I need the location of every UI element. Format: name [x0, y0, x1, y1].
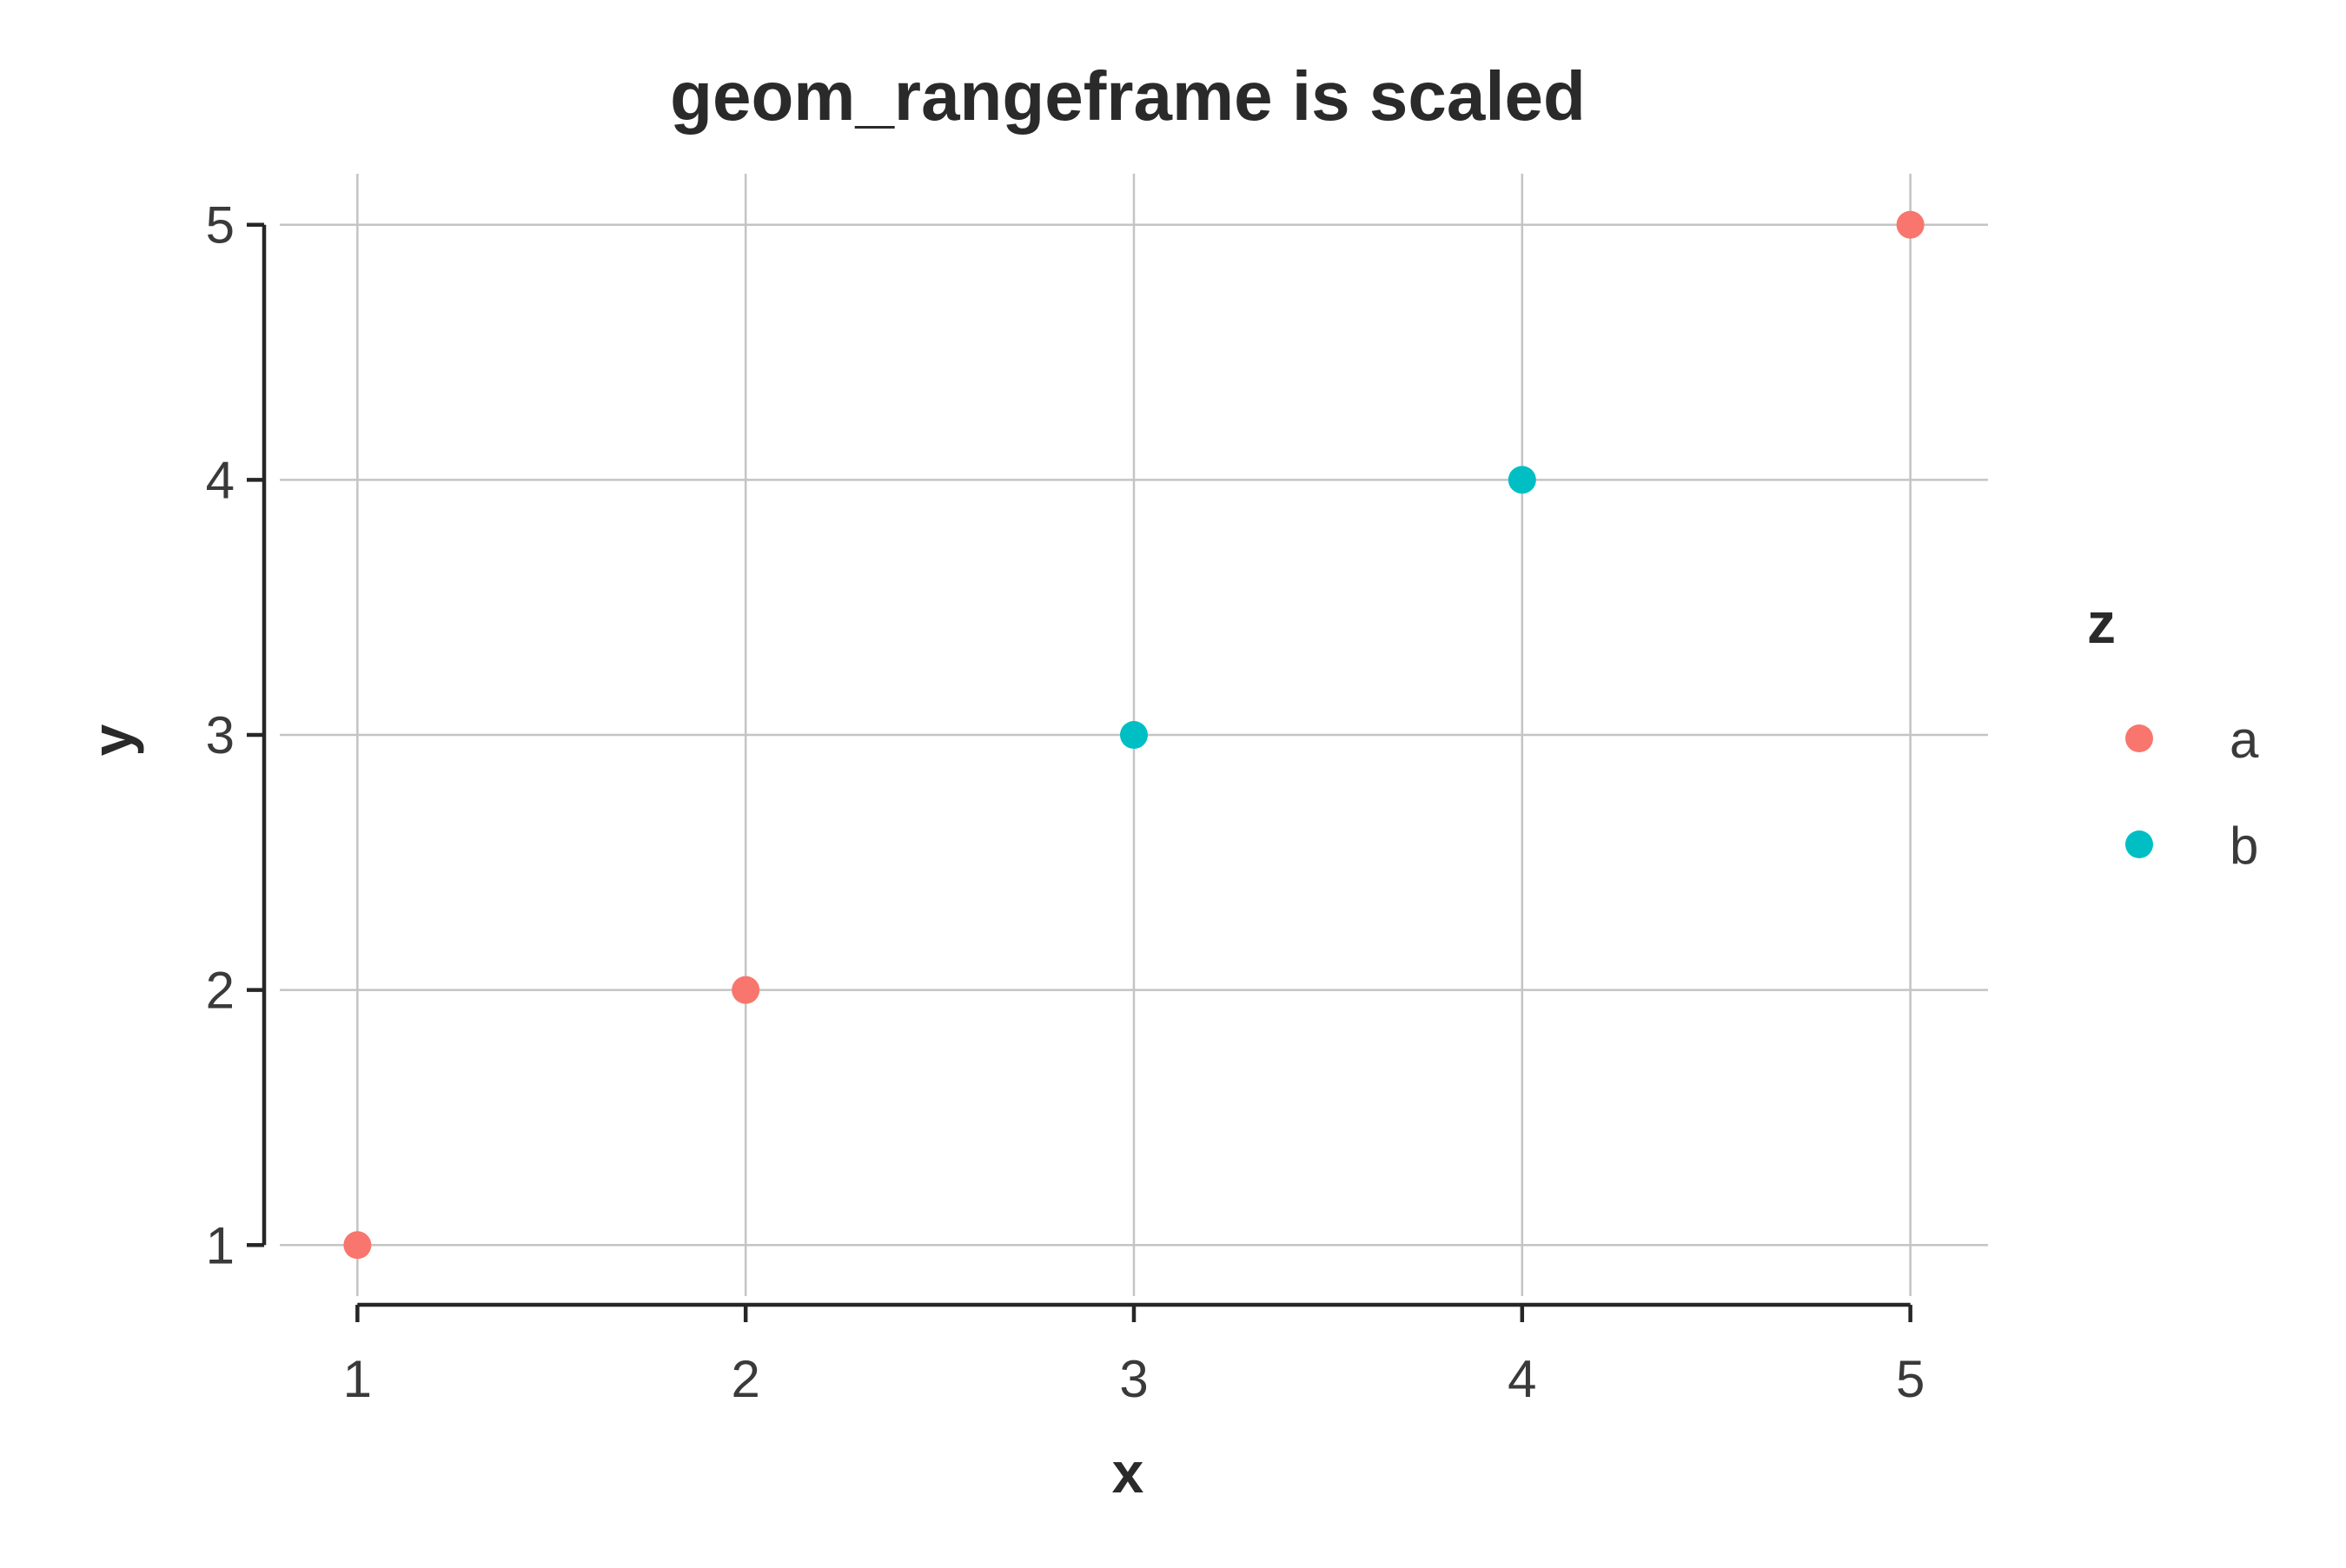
legend-title: z — [2087, 591, 2116, 655]
x-tick-label: 2 — [731, 1350, 759, 1408]
y-tick-label: 3 — [206, 706, 235, 764]
legend-label-a: a — [2230, 711, 2259, 769]
grid-lines — [280, 174, 1988, 1296]
x-tick-label: 4 — [1508, 1350, 1536, 1408]
x-tick-label: 1 — [343, 1350, 372, 1408]
data-point-a — [1896, 210, 1925, 239]
legend-key-a — [2125, 724, 2153, 752]
y-tick-label: 2 — [206, 962, 235, 1020]
x-tick-label: 3 — [1119, 1350, 1148, 1408]
legend-key-b — [2125, 830, 2153, 858]
y-tick-label: 1 — [206, 1216, 235, 1274]
x-axis-title: x — [1112, 1440, 1144, 1505]
data-point-b — [1508, 466, 1536, 494]
chart-title: geom_rangeframe is scaled — [670, 57, 1586, 135]
range-frame — [247, 222, 1912, 1322]
legend-entries: ab — [2125, 711, 2259, 875]
legend: z ab — [2087, 591, 2259, 875]
x-tick-label: 5 — [1896, 1350, 1925, 1408]
y-tick-label: 5 — [206, 196, 235, 255]
y-axis-title: y — [80, 724, 144, 756]
data-points — [343, 210, 1925, 1260]
tick-labels: 1 2 3 4 5 1 2 3 4 5 — [206, 196, 1925, 1408]
data-point-a — [732, 976, 760, 1004]
data-point-b — [1120, 721, 1148, 749]
legend-label-b: b — [2230, 817, 2258, 875]
data-point-a — [343, 1231, 372, 1260]
y-tick-label: 4 — [206, 451, 235, 509]
